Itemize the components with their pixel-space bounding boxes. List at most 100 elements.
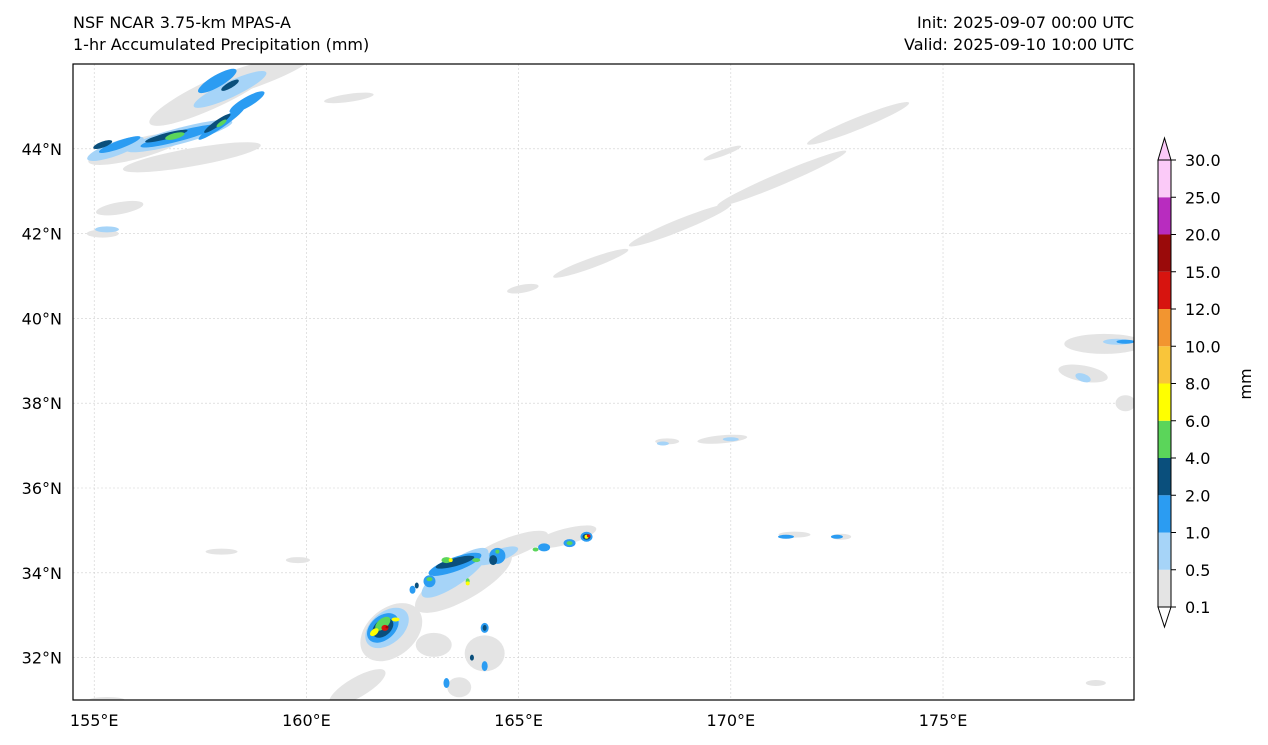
colorbar-tick-label: 12.0 xyxy=(1185,300,1221,319)
lon-axis: 155°E 160°E 165°E 170°E 175°E xyxy=(70,711,967,730)
light-precip-area xyxy=(1058,364,1108,383)
colorbar-tick-label: 1.0 xyxy=(1185,524,1210,543)
light-precip-area xyxy=(553,248,629,278)
intense-precip-core xyxy=(435,555,475,569)
title-right: Init: 2025-09-07 00:00 UTC Valid: 2025-0… xyxy=(904,12,1134,56)
heavy-precip-area xyxy=(1116,339,1134,344)
light-precip-area xyxy=(88,697,125,700)
lat-tick-label: 34°N xyxy=(22,564,62,583)
moderate-precip-area xyxy=(193,71,267,108)
light-precip-area xyxy=(324,92,374,104)
intense-precip-core xyxy=(566,541,573,546)
colorbar-tick-label: 10.0 xyxy=(1185,337,1221,356)
light-precip-area xyxy=(285,557,310,564)
colorbar-tick-label: 25.0 xyxy=(1185,188,1221,207)
title-left: NSF NCAR 3.75-km MPAS-A 1-hr Accumulated… xyxy=(73,12,369,56)
light-precip-area xyxy=(464,635,505,672)
colorbar-swatch xyxy=(1158,569,1171,607)
light-precip-area xyxy=(1085,680,1106,687)
precip-field xyxy=(86,64,1134,700)
colorbar-tick-label: 2.0 xyxy=(1185,486,1210,505)
light-precip-area xyxy=(717,150,847,207)
lat-tick-label: 42°N xyxy=(22,225,62,244)
lat-tick-label: 44°N xyxy=(22,140,62,159)
colorbar-extend-low xyxy=(1157,606,1172,629)
intense-precip-core xyxy=(426,577,433,582)
colorbar-tick-label: 0.1 xyxy=(1185,598,1210,617)
heavy-precip-area xyxy=(443,678,450,689)
lon-tick-label: 155°E xyxy=(70,711,119,730)
extreme-precip-core xyxy=(465,581,470,586)
light-precip-area xyxy=(329,669,386,700)
intense-precip-core xyxy=(482,624,487,631)
colorbar-swatch xyxy=(1158,495,1171,533)
intense-precip-core xyxy=(204,113,231,133)
colorbar-swatch xyxy=(1158,197,1171,235)
lon-tick-label: 170°E xyxy=(706,711,755,730)
intense-precip-core xyxy=(216,119,227,128)
light-precip-area xyxy=(1115,395,1134,412)
light-precip-area xyxy=(507,283,539,294)
colorbar-swatch xyxy=(1158,234,1171,272)
gridlines xyxy=(73,64,1134,700)
init-time: Init: 2025-09-07 00:00 UTC xyxy=(916,13,1134,32)
colorbar-tick-label: 20.0 xyxy=(1185,226,1221,245)
moderate-precip-area xyxy=(94,226,119,233)
colorbar-tick-label: 8.0 xyxy=(1185,375,1210,394)
heavy-precip-area xyxy=(481,661,488,672)
light-precip-area xyxy=(447,677,472,698)
moderate-precip-area xyxy=(656,441,669,446)
colorbar-tick-label: 30.0 xyxy=(1185,151,1221,170)
intense-precip-core xyxy=(441,557,452,564)
extreme-precip-core xyxy=(391,617,400,622)
light-precip-area xyxy=(807,102,910,145)
colorbar-swatch xyxy=(1158,383,1171,421)
intense-precip-core xyxy=(375,616,391,631)
light-precip-area xyxy=(534,525,597,549)
colorbar: 0.1 0.5 1.0 2.0 4.0 6.0 8.0 10.0 12.0 15.0 20.0 25.… xyxy=(1157,136,1255,629)
light-precip-area xyxy=(122,142,261,173)
colorbar-tick-label: 0.5 xyxy=(1185,561,1210,580)
extreme-precip-core xyxy=(385,625,389,629)
map-frame xyxy=(72,63,1135,701)
light-precip-area xyxy=(697,434,748,444)
heavy-precip-area xyxy=(538,543,551,552)
lat-tick-label: 38°N xyxy=(22,394,62,413)
colorbar-extend-high xyxy=(1157,136,1172,161)
lon-tick-label: 165°E xyxy=(494,711,543,730)
heavy-precip-area xyxy=(423,575,436,588)
colorbar-swatch xyxy=(1158,458,1171,496)
lon-tick-label: 175°E xyxy=(919,711,968,730)
colorbar-swatch xyxy=(1158,160,1171,198)
light-precip-area xyxy=(415,632,452,657)
intense-precip-core xyxy=(165,132,185,140)
colorbar-unit-label: mm xyxy=(1236,368,1255,399)
heavy-precip-area xyxy=(409,585,416,594)
heavy-precip-area xyxy=(198,68,237,94)
moderate-precip-area xyxy=(1075,373,1091,383)
extreme-precip-core xyxy=(370,628,379,637)
colorbar-tick-label: 6.0 xyxy=(1185,412,1210,431)
lat-tick-label: 32°N xyxy=(22,649,62,668)
model-name: NSF NCAR 3.75-km MPAS-A xyxy=(73,13,291,32)
colorbar-swatch xyxy=(1158,271,1171,309)
colorbar-swatch xyxy=(1158,420,1171,458)
intense-precip-core xyxy=(489,555,498,566)
lon-tick-label: 160°E xyxy=(282,711,331,730)
intense-precip-core xyxy=(472,558,481,563)
intense-precip-core xyxy=(532,547,539,552)
colorbar-swatch xyxy=(1158,309,1171,347)
intense-precip-core xyxy=(495,549,500,554)
colorbar-tick-label: 15.0 xyxy=(1185,263,1221,282)
lat-tick-label: 40°N xyxy=(22,309,62,328)
light-precip-area xyxy=(1064,333,1134,354)
valid-time: Valid: 2025-09-10 10:00 UTC xyxy=(903,35,1134,54)
colorbar-swatch xyxy=(1158,346,1171,384)
heavy-precip-area xyxy=(98,136,141,153)
colorbar-swatch xyxy=(1158,532,1171,570)
intense-precip-core xyxy=(414,582,419,589)
lat-axis: 32°N 34°N 36°N 38°N 40°N 42°N 44°N xyxy=(22,140,62,668)
intense-precip-core xyxy=(469,654,474,661)
intense-precip-core xyxy=(221,79,239,91)
